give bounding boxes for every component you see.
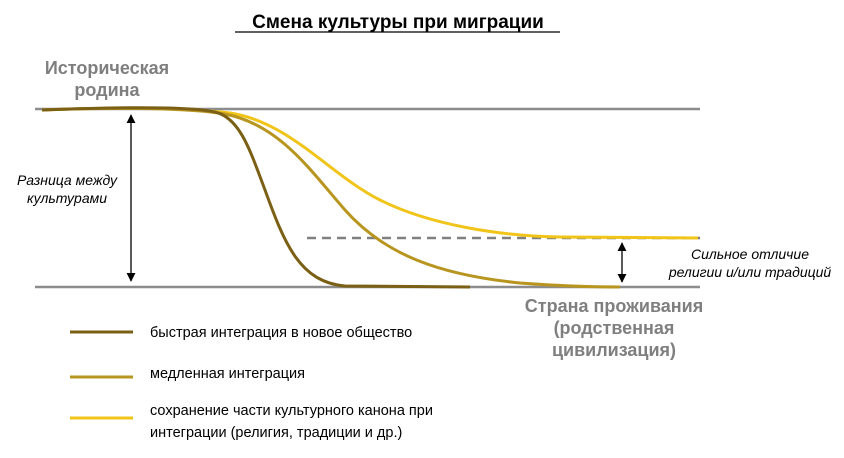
legend-label-fast: быстрая интеграция в новое общество (150, 325, 412, 341)
legend-label-traditions-line1: сохранение части культурного канона при (150, 403, 433, 419)
homeland-label-line1: Историческая (45, 58, 169, 78)
legend: быстрая интеграция в новое общество медл… (70, 325, 433, 441)
strong-difference-label-line2: религии и/или традиций (668, 264, 832, 280)
legend-item-traditions: сохранение части культурного канона при … (70, 403, 433, 441)
curve-fast-integration (41, 106, 471, 289)
strong-difference-label-line1: Сильное отличие (691, 246, 809, 262)
legend-item-fast: быстрая интеграция в новое общество (70, 325, 412, 341)
curve-traditions-kept (41, 106, 699, 240)
residence-label-line3: цивилизация) (552, 340, 676, 360)
legend-label-slow: медленная интеграция (150, 366, 305, 382)
legend-label-traditions-line2: интеграции (религия, традиции и др.) (150, 425, 402, 441)
legend-item-slow: медленная интеграция (70, 366, 305, 382)
homeland-label-line2: родина (74, 80, 140, 100)
diagram-title: Смена культуры при миграции (252, 12, 544, 33)
difference-label-line2: культурами (27, 190, 107, 206)
residence-label-line2: (родственная (554, 318, 675, 338)
residence-label-line1: Страна проживания (525, 296, 703, 316)
difference-label-line1: Разница между (17, 172, 118, 188)
curve-slow-integration (41, 106, 621, 289)
